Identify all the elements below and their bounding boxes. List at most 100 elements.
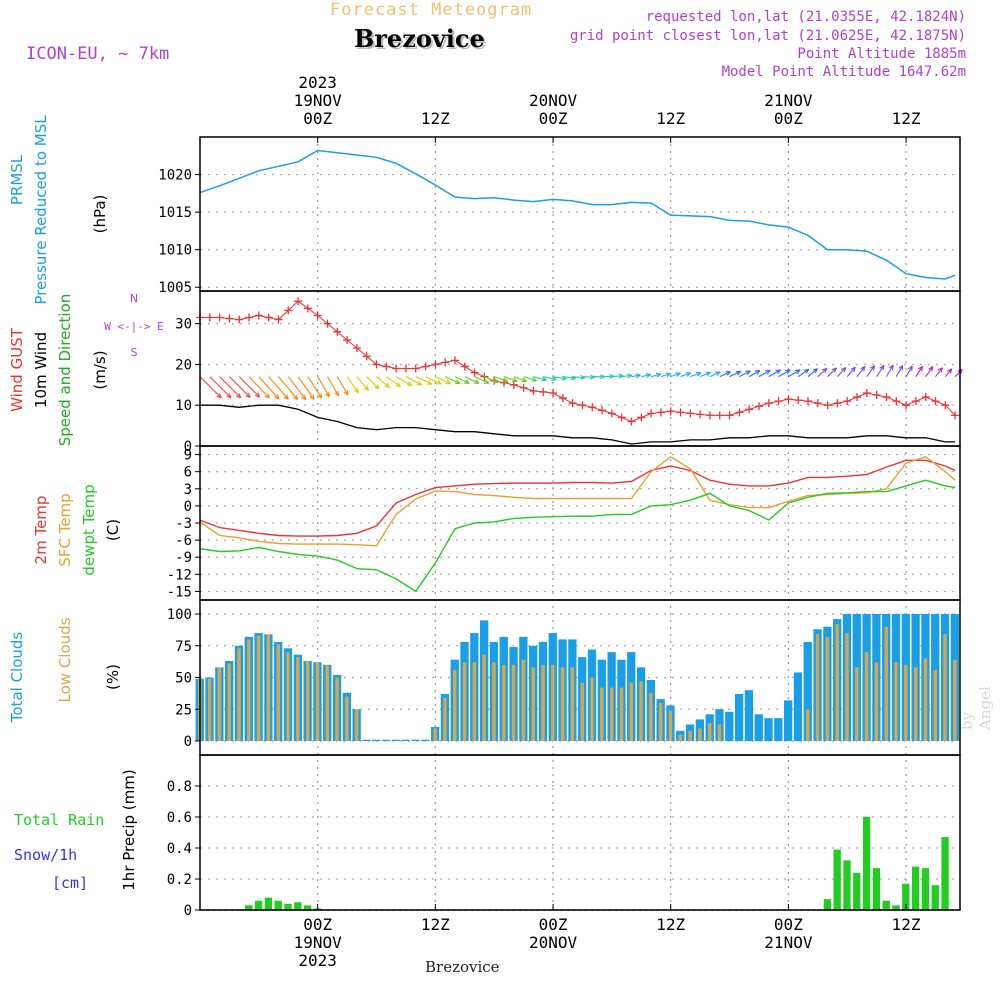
rain-bar (941, 837, 949, 910)
gust-marker (539, 387, 548, 396)
wind-direction-arrow (229, 376, 251, 398)
wind-arrow-head (426, 380, 433, 385)
wind-direction-arrow (856, 366, 866, 377)
wind-arrow-head (812, 368, 818, 374)
wind-arrow-head (454, 379, 461, 385)
wind-gust-label: Wind GUST (8, 327, 26, 412)
compass-south: S (131, 346, 138, 359)
low-cloud-bar (502, 664, 506, 741)
bottom-time-label: 19NOV (294, 933, 343, 952)
wind-arrow-head (293, 394, 299, 401)
y-tick-label: 6 (184, 465, 192, 481)
wind-direction-arrow (278, 376, 299, 400)
wind-arrow-head (685, 372, 691, 377)
low-cloud-bar (551, 664, 555, 741)
dewpoint-label: dewpt Temp (80, 484, 98, 575)
wind-direction-arrow (386, 376, 401, 388)
low-cloud-bar (678, 734, 682, 741)
wind-direction-arrow (248, 376, 270, 399)
y-tick-label: -9 (175, 550, 192, 566)
wind-direction-arrow (494, 376, 509, 383)
wind-direction-arrow (454, 376, 470, 384)
snow-label: Snow/1h (14, 846, 77, 864)
rain-bar (303, 905, 312, 910)
top-time-label: 00Z (539, 109, 568, 128)
y-tick-label: 3 (184, 482, 192, 498)
total-cloud-bar (421, 739, 430, 741)
gust-marker (558, 394, 567, 403)
y-tick-label: 0.8 (167, 779, 192, 795)
wind-arrow-head (898, 365, 904, 371)
gust-marker (804, 397, 812, 406)
low-cloud-bar (570, 667, 575, 741)
gust-marker (343, 335, 352, 344)
wind-arrow-head (521, 377, 527, 383)
wind-direction-arrow (346, 376, 359, 393)
gust-marker (441, 358, 450, 367)
gust-marker (656, 408, 665, 417)
wind-arrow-head (795, 369, 801, 375)
wind-direction-arrow (503, 376, 518, 382)
wind-arrow-head (907, 365, 913, 371)
rain-bar (245, 905, 253, 910)
wind-direction-arrow (611, 375, 624, 378)
total-cloud-bar (764, 718, 773, 741)
total-cloud-bar (793, 672, 803, 741)
low-cloud-bar (933, 669, 937, 741)
gust-marker (323, 319, 332, 328)
gust-marker (853, 393, 862, 402)
gust-marker (833, 399, 842, 408)
gust-marker (813, 399, 822, 408)
wind-direction-arrow (258, 376, 280, 400)
wind-direction-arrow (885, 364, 894, 377)
gust-marker (392, 364, 401, 373)
low-cloud-bar (953, 659, 957, 741)
gust-marker (843, 397, 852, 406)
low-cloud-bar (325, 664, 329, 741)
top-time-label: 20NOV (529, 91, 578, 110)
total-cloud-bar (401, 739, 410, 741)
rain-bar (274, 900, 282, 910)
low-cloud-bar (845, 633, 849, 741)
low-cloud-bar (482, 654, 486, 741)
wind-direction-arrow (238, 376, 261, 398)
point-altitude: Point Altitude 1885m (797, 46, 966, 62)
wind-arrow-head (374, 384, 380, 390)
wind-direction-arrow (415, 376, 433, 385)
wind-arrow-head (353, 387, 359, 394)
wind-direction-arrow (758, 369, 771, 378)
rain-bar (254, 900, 263, 910)
low-cloud-bar (894, 662, 898, 741)
low-cloud-bar (247, 639, 251, 741)
low-cloud-bar (315, 662, 320, 741)
wind-direction-arrow (287, 376, 307, 400)
wind-direction-arrow (336, 376, 349, 396)
y-tick-label: 1020 (158, 168, 192, 184)
low-cloud-bar (217, 667, 222, 741)
low-clouds-label: Low Clouds (56, 617, 74, 702)
wind-direction-arrow (690, 372, 702, 378)
rain-bar (853, 872, 861, 910)
y-tick-label: 0.2 (167, 872, 192, 888)
wind-arrow-head (363, 385, 369, 391)
y-tick-label: 10 (175, 398, 192, 414)
wind-arrow-head (473, 379, 480, 384)
wind-direction-arrow (935, 367, 943, 377)
total-cloud-bar (381, 739, 391, 741)
gust-marker (794, 396, 803, 405)
top-time-label: 12Z (892, 109, 921, 128)
wind-direction-arrow (376, 376, 390, 388)
low-cloud-bar (590, 677, 594, 741)
wind-direction-arrow (641, 374, 651, 378)
wind-direction-arrow (356, 376, 369, 391)
gust-marker (294, 297, 303, 306)
wind-direction-arrow (435, 376, 451, 385)
wind-arrow-head (705, 371, 711, 377)
wind-direction-arrow (660, 373, 671, 378)
wind-direction-arrow (405, 376, 423, 386)
gust-marker (372, 360, 381, 369)
footer-location: Brezovice (425, 958, 500, 976)
wind-direction-arrow (915, 365, 923, 377)
wind-arrow-head (384, 382, 390, 388)
